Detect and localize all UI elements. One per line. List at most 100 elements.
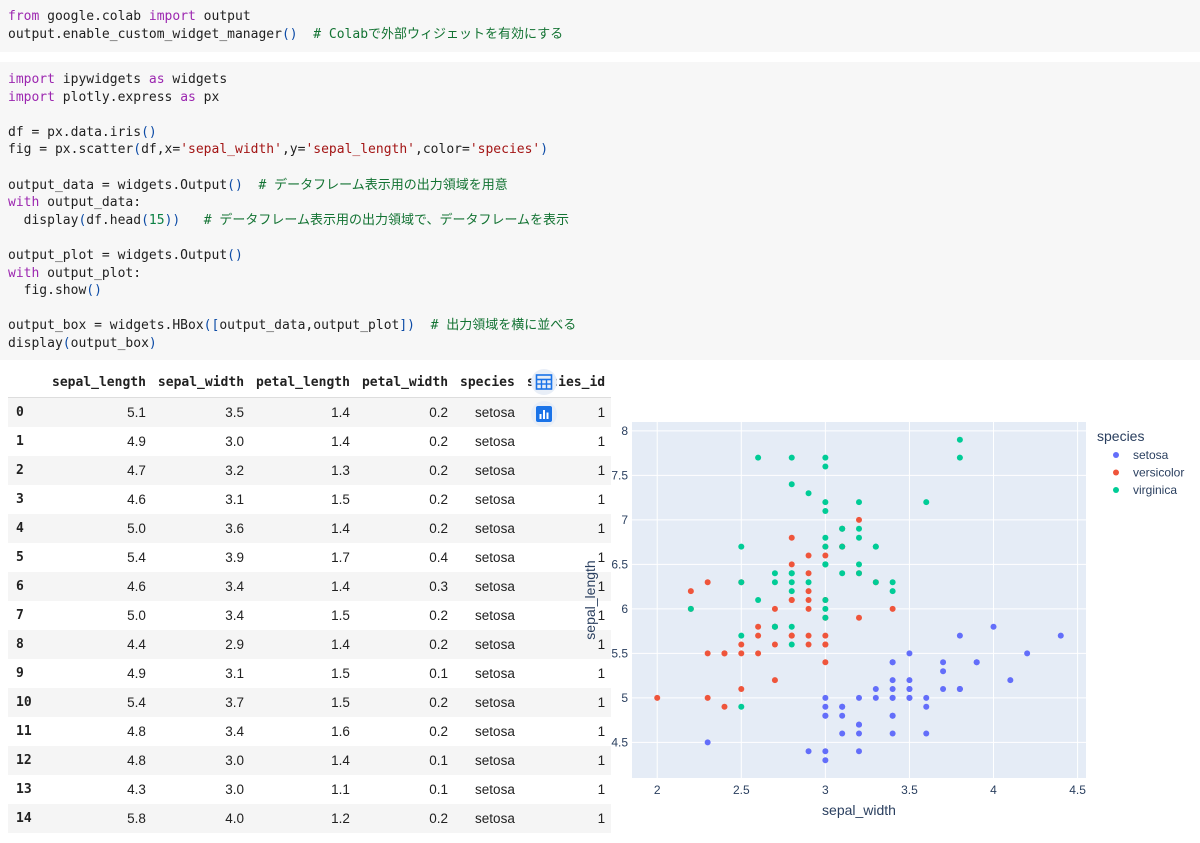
table-cell: 0.1 (429, 782, 449, 797)
scatter-point-setosa (856, 694, 862, 701)
dataframe-output: sepal_length sepal_width petal_length petal… (8, 368, 612, 833)
table-header-row: sepal_length sepal_width petal_length petal… (8, 368, 612, 398)
table-cell: 1 (597, 637, 606, 652)
code-token: # 出力領域を横に並べる (430, 318, 577, 334)
scatter-point-setosa (822, 703, 829, 710)
scatter-point-versicolor (805, 597, 812, 603)
scatter-point-versicolor (805, 552, 812, 559)
table-row: 11 4.8 3.4 1.6 0.2 setosa 1 (8, 717, 611, 746)
table-cell: 1.5 (331, 492, 350, 507)
table-row: 0 5.1 3.5 1.4 0.2 setosa 1 (8, 397, 612, 427)
column-header: species (454, 368, 521, 398)
scatter-point-versicolor (805, 605, 812, 612)
bar-chart-icon (536, 406, 552, 422)
scatter-point-virginica (788, 579, 795, 586)
row-index: 7 (16, 608, 24, 623)
table-cell: setosa (475, 724, 515, 739)
code-line: import plotly.express as px (8, 89, 576, 107)
table-cell: 0.2 (429, 405, 449, 420)
table-cell: 1 (597, 608, 606, 623)
scatter-point-setosa (906, 677, 913, 684)
scatter-point-virginica (771, 570, 778, 577)
code-editor[interactable]: from google.colab import output output.en… (8, 8, 563, 43)
scatter-point-virginica (839, 570, 846, 577)
table-cell: 0.1 (429, 753, 449, 768)
row-index: 4 (16, 521, 24, 536)
table-cell: 5.1 (127, 405, 146, 420)
code-cell-2[interactable]: import ipywidgets as widgets import plotl… (0, 62, 1200, 360)
scatter-point-setosa (872, 694, 879, 701)
scatter-point-versicolor (856, 614, 862, 621)
scatter-point-virginica (856, 534, 862, 541)
table-cell: 1.1 (331, 782, 350, 797)
scatter-point-setosa (1057, 632, 1064, 639)
scatter-point-virginica (755, 597, 762, 603)
code-token: display (8, 335, 63, 351)
scatter-point-setosa (889, 677, 896, 684)
code-token: px (195, 89, 220, 105)
suggest-charts-button[interactable] (531, 401, 557, 427)
table-cell: 1 (597, 434, 606, 449)
code-token: df,x= (141, 142, 181, 158)
table-cell: 4.9 (127, 434, 146, 449)
scatter-point-versicolor (738, 686, 745, 692)
code-token: google.colab (39, 9, 149, 24)
code-token: import (8, 72, 55, 87)
code-editor[interactable]: import ipywidgets as widgets import plotl… (8, 71, 576, 353)
table-cell: 4.8 (127, 724, 146, 739)
code-line: fig = px.scatter(df,x='sepal_width',y='s… (8, 141, 576, 159)
scatter-point-setosa (889, 686, 896, 692)
scatter-point-versicolor (704, 694, 711, 701)
table-cell: 3.4 (225, 608, 245, 623)
code-cell-1[interactable]: from google.colab import output output.en… (0, 0, 1200, 52)
table-cell: 0.4 (429, 550, 449, 565)
table-cell: 1.5 (331, 695, 350, 710)
scatter-point-virginica (856, 561, 862, 568)
table-cell: setosa (475, 608, 515, 623)
row-index: 14 (16, 811, 32, 826)
table-cell: 4.3 (127, 782, 146, 797)
code-token: ([ (203, 318, 220, 334)
table-cell: 1 (597, 724, 606, 739)
scatter-point-virginica (822, 561, 829, 568)
scatter-point-setosa (940, 659, 947, 666)
scatter-point-virginica (771, 579, 778, 586)
table-cell: 3.2 (225, 463, 245, 478)
x-tick-label: 4.5 (1069, 783, 1086, 797)
table-cell: 1.5 (331, 608, 350, 623)
legend-marker (1113, 469, 1119, 476)
scatter-point-setosa (923, 694, 930, 701)
x-tick-label: 4 (990, 783, 997, 797)
scatter-point-setosa (1007, 677, 1014, 684)
scatter-point-setosa (872, 686, 879, 692)
row-index: 9 (16, 666, 24, 681)
scatter-point-virginica (822, 499, 829, 506)
scatter-point-virginica (788, 570, 795, 577)
convert-to-interactive-table-button[interactable] (531, 369, 557, 395)
scatter-point-setosa (906, 694, 913, 701)
code-line: from google.colab import output (8, 8, 563, 26)
code-token: ( (133, 142, 142, 158)
scatter-point-virginica (856, 525, 862, 532)
scatter-point-setosa (889, 694, 896, 701)
scatter-point-versicolor (822, 552, 829, 559)
table-cell: setosa (475, 434, 515, 449)
table-row: 5 5.4 3.9 1.7 0.4 setosa 1 (8, 543, 611, 572)
table-row: 7 5.0 3.4 1.5 0.2 setosa 1 (8, 601, 611, 630)
scatter-point-setosa (856, 748, 862, 755)
scatter-point-virginica (805, 490, 812, 497)
scatter-point-virginica (889, 579, 896, 586)
row-index: 0 (16, 405, 24, 420)
table-cell: 1.4 (331, 405, 350, 420)
scatter-plot[interactable]: 2 2.5 3 3.5 4 4.5 4.5 5 5.5 6 6.5 7 7.5 8 sepal_width s… (560, 410, 1200, 839)
scatter-point-versicolor (805, 570, 812, 577)
code-token (243, 178, 259, 193)
scatter-point-virginica (822, 543, 829, 550)
legend-marker (1113, 452, 1119, 458)
table-cell: 3.5 (225, 405, 245, 420)
code-token: as (180, 89, 196, 105)
scatter-point-setosa (990, 623, 997, 630)
code-token: display (8, 212, 79, 228)
y-tick-label: 5.5 (611, 646, 628, 660)
table-cell: 0.2 (429, 608, 449, 623)
